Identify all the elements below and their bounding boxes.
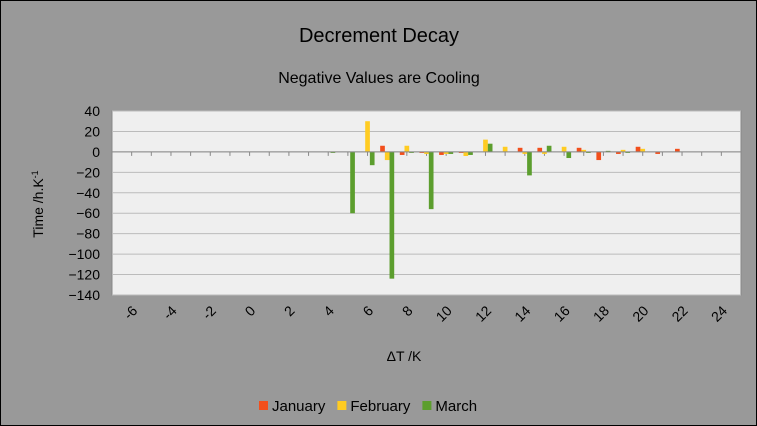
- x-tick-label: 0: [242, 302, 259, 319]
- legend-label-february: February: [350, 398, 411, 415]
- bar-february-19: [620, 149, 626, 152]
- legend-label-march: March: [435, 398, 477, 415]
- x-tick-label: 24: [708, 302, 730, 324]
- bar-january-10: [439, 151, 444, 155]
- chart-subtitle: Negative Values are Cooling: [278, 70, 480, 87]
- x-tick-label: -4: [160, 302, 180, 322]
- bar-march-15: [546, 145, 552, 152]
- bar-march-6: [369, 151, 375, 166]
- y-tick-label: −140: [68, 287, 100, 303]
- x-tick-label: 6: [359, 302, 376, 319]
- bar-january-19: [616, 151, 621, 154]
- bar-february-7: [384, 151, 390, 161]
- bar-february-12: [483, 139, 488, 152]
- y-tick-label: 40: [84, 103, 100, 119]
- bar-february-11: [463, 151, 469, 156]
- bar-february-13: [502, 146, 508, 152]
- y-tick-label: −40: [76, 185, 100, 201]
- x-tick-label: 18: [590, 302, 612, 324]
- y-tick-label: −120: [68, 267, 100, 283]
- legend-swatch-january: [259, 401, 268, 410]
- bar-january-15: [537, 147, 543, 152]
- y-tick-label: 20: [84, 123, 100, 139]
- bar-february-20: [640, 148, 646, 152]
- x-tick-label: 20: [629, 302, 651, 324]
- bar-february-16: [561, 146, 567, 152]
- x-tick-labels: -6 -4 -2 0 2 4 6 8 10 12 14 16 18 20 22 24: [120, 302, 730, 324]
- x-tick-label: 4: [320, 302, 337, 319]
- bar-march-18: [605, 150, 611, 152]
- bar-february-17: [581, 149, 587, 152]
- x-axis-title: ΔT /K: [387, 348, 422, 364]
- bar-march-9: [428, 151, 434, 210]
- y-tick-label: −100: [68, 246, 100, 262]
- x-tick-label: 2: [281, 302, 298, 319]
- bar-february-14: [522, 151, 528, 154]
- y-tick-label: −80: [76, 226, 100, 242]
- y-axis-title-superscript: -1: [30, 170, 40, 178]
- bar-january-22: [675, 148, 680, 152]
- bar-february-9: [424, 151, 429, 154]
- bar-january-7: [380, 145, 385, 152]
- x-tick-label: 22: [668, 302, 690, 324]
- legend-label-january: January: [272, 398, 326, 415]
- bar-march-16: [566, 151, 572, 159]
- bar-march-10: [448, 151, 454, 154]
- bar-january-9: [419, 151, 425, 153]
- x-tick-label: 10: [433, 302, 455, 324]
- y-tick-label: −60: [76, 205, 100, 221]
- bar-january-20: [635, 146, 641, 152]
- bar-february-10: [443, 151, 449, 154]
- legend-swatch-february: [337, 401, 347, 410]
- legend-swatch-march: [422, 401, 432, 410]
- bars: [111, 121, 722, 279]
- bar-february-8: [404, 145, 410, 152]
- y-tick-label: −20: [76, 164, 100, 180]
- bar-march-11: [468, 151, 473, 155]
- plot-area: [111, 110, 742, 296]
- legend: January February March: [259, 398, 477, 415]
- x-tick-label: -2: [199, 302, 219, 322]
- bar-march-8: [409, 151, 414, 153]
- bar-march-7: [389, 151, 395, 279]
- x-tick-label: 12: [472, 302, 494, 324]
- y-axis-title-text: Time /h.K: [30, 178, 46, 238]
- bar-january-21: [655, 151, 661, 154]
- bar-january-14: [517, 147, 523, 152]
- y-axis-title: Time /h.K-1: [30, 170, 46, 237]
- bar-march-12: [487, 143, 493, 152]
- bar-march-19: [625, 151, 631, 153]
- bar-march-14: [527, 151, 532, 176]
- x-tick-label: -6: [120, 302, 140, 322]
- chart-title: Decrement Decay: [299, 25, 459, 47]
- bar-january-18: [596, 151, 602, 161]
- bar-january-17: [576, 147, 582, 152]
- bar-march-4: [330, 151, 336, 153]
- bar-march-5: [350, 151, 355, 214]
- bar-march-17: [586, 151, 591, 153]
- x-tick-label: 14: [511, 302, 533, 324]
- y-tick-labels: 40 20 0 −20 −40 −60 −80 −100 −120 −140: [68, 103, 100, 303]
- x-tick-label: 8: [399, 302, 416, 319]
- bar-february-15: [542, 151, 547, 154]
- bar-january-8: [399, 151, 405, 155]
- bar-february-6: [365, 121, 370, 152]
- y-tick-label: 0: [92, 144, 100, 160]
- bar-january-11: [458, 151, 464, 153]
- x-tick-label: 16: [551, 302, 573, 324]
